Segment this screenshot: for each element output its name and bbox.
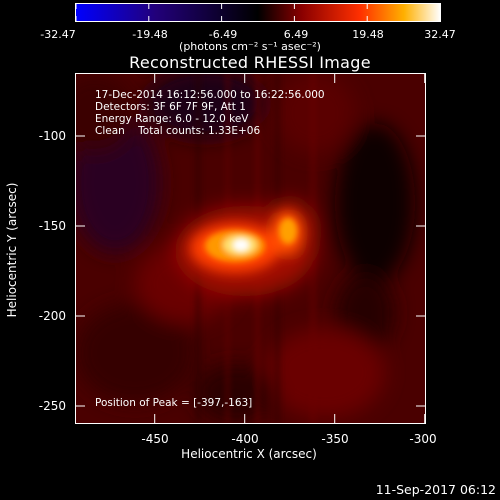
plot-title: Reconstructed RHESSI Image [129, 53, 371, 72]
colorbar-tick-label: -19.48 [132, 28, 168, 41]
y-tick-label: -200 [38, 309, 66, 323]
y-tick-label: -150 [38, 219, 66, 233]
x-axis-label: Heliocentric X (arcsec) [181, 447, 317, 461]
energy-range-text: Energy Range: 6.0 - 12.0 keV [95, 113, 249, 125]
x-tick-label: -350 [321, 432, 349, 446]
y-axis-label: Heliocentric Y (arcsec) [5, 182, 19, 318]
detectors-text: Detectors: 3F 6F 7F 9F, Att 1 [95, 101, 246, 113]
colorbar-unit-label: (photons cm⁻² s⁻¹ asec⁻²) [179, 40, 321, 53]
method-counts-text: Clean Total counts: 1.33E+06 [95, 125, 261, 137]
creation-timestamp: 11-Sep-2017 06:12 [375, 482, 496, 497]
x-tick-label: -400 [231, 432, 259, 446]
colorbar-tick-label: 19.48 [352, 28, 384, 41]
rhessi-image [75, 73, 426, 424]
colorbar-tick-label: -6.49 [208, 28, 238, 41]
colorbar-tick-label: 6.49 [283, 28, 309, 41]
time-range-text: 17-Dec-2014 16:12:56.000 to 16:22:56.000 [95, 89, 325, 101]
y-tick-label: -100 [38, 129, 66, 143]
colorbar-tick-label: 32.47 [424, 28, 456, 41]
peak-position-text: Position of Peak = [-397,-163] [95, 397, 253, 409]
x-tick-label: -300 [409, 432, 437, 446]
y-tick-label: -250 [38, 399, 66, 413]
colorbar [75, 3, 441, 22]
colorbar-tick-label: -32.47 [40, 28, 76, 41]
x-tick-label: -450 [141, 432, 169, 446]
